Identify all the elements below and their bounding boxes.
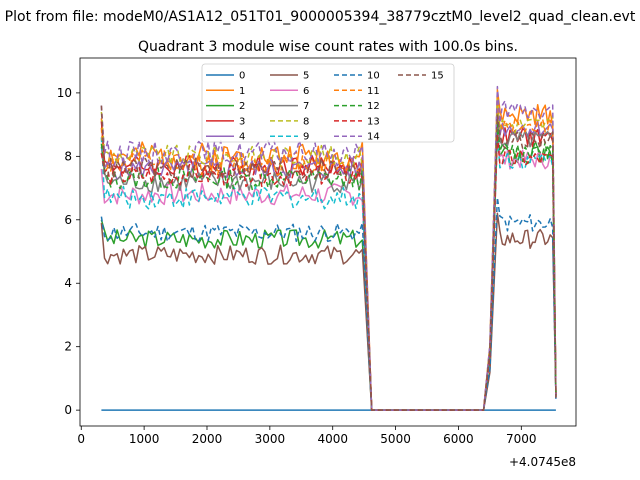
- series-line-10: [100, 196, 557, 411]
- series-line-5: [100, 212, 557, 411]
- legend-label-12: 12: [367, 101, 380, 112]
- legend-box: [201, 63, 455, 143]
- y-axis: 0 2 4 6 8 10: [57, 86, 80, 417]
- legend-label-2: 2: [239, 101, 245, 112]
- legend-label-6: 6: [303, 86, 309, 97]
- series-line-11: [100, 98, 557, 411]
- x-axis: 0 1000 2000 3000 4000 5000 6000 7000: [77, 426, 537, 446]
- legend-label-4: 4: [239, 132, 245, 143]
- series-line-13: [100, 133, 557, 411]
- figure-suptitle: Plot from file: modeM0/AS1A12_051T01_900…: [5, 9, 636, 25]
- x-offset-text: +4.0745e8: [509, 455, 576, 469]
- y-tick-label: 4: [64, 276, 72, 290]
- x-tick-label: 6000: [443, 432, 474, 446]
- legend-label-10: 10: [367, 71, 380, 82]
- series-line-15: [100, 105, 557, 411]
- x-tick-label: 1000: [129, 432, 160, 446]
- legend-label-8: 8: [303, 116, 309, 127]
- legend-label-3: 3: [239, 116, 245, 127]
- legend-label-1: 1: [239, 86, 245, 97]
- series-line-12: [100, 123, 557, 411]
- series-lines: [100, 85, 557, 411]
- y-tick-label: 6: [64, 213, 72, 227]
- series-line-9: [100, 133, 557, 411]
- legend-label-7: 7: [303, 101, 309, 112]
- y-tick-label: 0: [64, 403, 72, 417]
- x-tick-label: 7000: [506, 432, 537, 446]
- x-tick-label: 0: [77, 432, 85, 446]
- x-tick-label: 3000: [255, 432, 286, 446]
- y-tick-label: 10: [57, 86, 72, 100]
- x-tick-label: 4000: [317, 432, 348, 446]
- series-line-8: [100, 98, 557, 411]
- x-tick-label: 5000: [380, 432, 411, 446]
- legend-label-15: 15: [431, 71, 444, 82]
- legend-label-14: 14: [367, 132, 380, 143]
- legend-label-5: 5: [303, 71, 309, 82]
- legend-label-13: 13: [367, 116, 380, 127]
- y-tick-label: 8: [64, 149, 72, 163]
- x-tick-label: 2000: [192, 432, 223, 446]
- y-tick-label: 2: [64, 340, 72, 354]
- legend-label-0: 0: [239, 71, 245, 82]
- series-line-7: [100, 114, 557, 411]
- legend-label-11: 11: [367, 86, 380, 97]
- plot-frame: [79, 57, 577, 427]
- chart-title: Quadrant 3 module wise count rates with …: [138, 39, 518, 55]
- legend-label-9: 9: [303, 132, 309, 143]
